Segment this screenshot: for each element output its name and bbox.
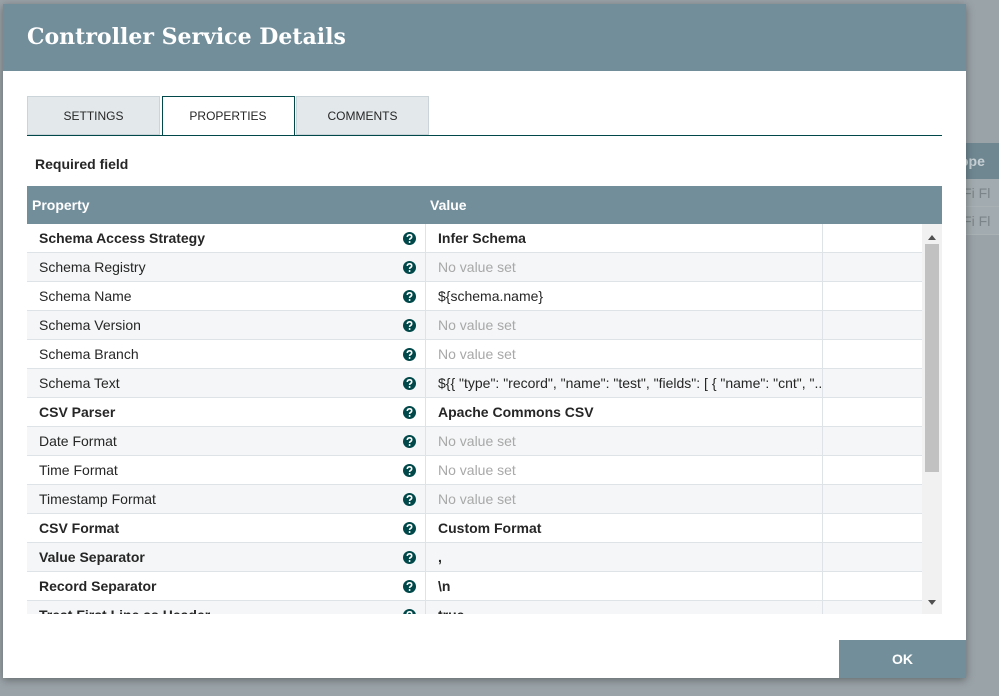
property-value: No value set bbox=[438, 462, 516, 478]
table-row[interactable]: CSV Format Custom Format bbox=[27, 514, 922, 543]
ok-button[interactable]: OK bbox=[839, 640, 966, 678]
divider bbox=[822, 514, 823, 543]
table-row[interactable]: Value Separator, bbox=[27, 543, 922, 572]
property-name: Schema Access Strategy bbox=[39, 230, 206, 246]
tab-underline bbox=[27, 135, 942, 136]
property-value: Custom Format bbox=[438, 520, 542, 536]
help-icon[interactable] bbox=[403, 493, 416, 509]
property-value: ${schema.name} bbox=[438, 288, 544, 304]
divider bbox=[425, 369, 426, 398]
help-icon[interactable] bbox=[403, 290, 416, 306]
property-name: Schema Version bbox=[39, 317, 141, 333]
divider bbox=[425, 282, 426, 311]
divider bbox=[822, 253, 823, 282]
property-value: ${{ "type": "record", "name": "test", "f… bbox=[438, 375, 823, 391]
required-label: Required field bbox=[35, 156, 129, 172]
property-name: Time Format bbox=[39, 462, 118, 478]
help-icon[interactable] bbox=[403, 580, 416, 596]
property-value: No value set bbox=[438, 491, 516, 507]
help-icon[interactable] bbox=[403, 609, 416, 614]
property-name: Schema Registry bbox=[39, 259, 146, 275]
divider bbox=[425, 456, 426, 485]
scroll-thumb[interactable] bbox=[925, 244, 939, 472]
table-row[interactable]: Schema Registry No value set bbox=[27, 253, 922, 282]
divider bbox=[425, 514, 426, 543]
property-name: Value Separator bbox=[39, 549, 145, 565]
property-value: \n bbox=[438, 578, 451, 594]
help-icon[interactable] bbox=[403, 522, 416, 538]
divider bbox=[822, 456, 823, 485]
help-icon[interactable] bbox=[403, 464, 416, 480]
divider bbox=[425, 427, 426, 456]
property-name: Record Separator bbox=[39, 578, 157, 594]
help-icon[interactable] bbox=[403, 319, 416, 335]
divider bbox=[822, 398, 823, 427]
property-value: No value set bbox=[438, 259, 516, 275]
property-name: CSV Format bbox=[39, 520, 120, 536]
property-value: No value set bbox=[438, 433, 516, 449]
divider bbox=[822, 282, 823, 311]
table-body: Schema Access Strategy Infer Schema Schema… bbox=[27, 224, 942, 614]
property-name: CSV Parser bbox=[39, 404, 116, 420]
divider bbox=[822, 224, 823, 253]
property-value: Infer Schema bbox=[438, 230, 526, 246]
table-row[interactable]: CSV Parser Apache Commons CSV bbox=[27, 398, 922, 427]
divider bbox=[425, 340, 426, 369]
table-header: Property Value bbox=[27, 186, 942, 224]
divider bbox=[425, 253, 426, 282]
table-row[interactable]: Timestamp Format No value set bbox=[27, 485, 922, 514]
divider bbox=[822, 311, 823, 340]
divider bbox=[425, 601, 426, 614]
dialog: Controller Service Details SETTINGS PROPE… bbox=[3, 4, 966, 678]
divider bbox=[425, 311, 426, 340]
help-icon[interactable] bbox=[403, 435, 416, 451]
column-header: Property bbox=[32, 197, 90, 213]
table-row[interactable]: Schema Version No value set bbox=[27, 311, 922, 340]
property-value: Apache Commons CSV bbox=[438, 404, 594, 420]
dialog-title: Controller Service Details bbox=[3, 4, 966, 71]
table-row[interactable]: Schema Name ${schema.name} bbox=[27, 282, 922, 311]
property-name: Timestamp Format bbox=[39, 491, 156, 507]
column-header: Value bbox=[430, 197, 467, 213]
divider bbox=[425, 572, 426, 601]
property-name: Treat First Line as Header bbox=[39, 607, 210, 614]
tab[interactable]: PROPERTIES bbox=[161, 96, 295, 136]
divider bbox=[425, 224, 426, 253]
property-value: true bbox=[438, 607, 823, 614]
divider bbox=[822, 485, 823, 514]
divider bbox=[822, 340, 823, 369]
divider bbox=[822, 369, 823, 398]
property-value: , bbox=[438, 549, 442, 565]
table-row[interactable]: Time Format No value set bbox=[27, 456, 922, 485]
tab[interactable]: SETTINGS bbox=[27, 96, 160, 135]
divider bbox=[425, 485, 426, 514]
table-row[interactable]: Schema Text ${{ "type": "record", "name":… bbox=[27, 369, 922, 398]
table-row[interactable]: Schema Branch No value set bbox=[27, 340, 922, 369]
table-row[interactable]: Schema Access Strategy Infer Schema bbox=[27, 224, 922, 253]
property-name: Schema Text bbox=[39, 375, 120, 391]
table-row[interactable]: Date Format No value set bbox=[27, 427, 922, 456]
help-icon[interactable] bbox=[403, 551, 416, 567]
property-value: No value set bbox=[438, 346, 516, 362]
help-icon[interactable] bbox=[403, 232, 416, 248]
tab[interactable]: COMMENTS bbox=[296, 96, 429, 135]
help-icon[interactable] bbox=[403, 348, 416, 364]
divider bbox=[822, 601, 823, 614]
help-icon[interactable] bbox=[403, 261, 416, 277]
help-icon[interactable] bbox=[403, 377, 416, 393]
property-name: Date Format bbox=[39, 433, 117, 449]
table-row[interactable]: Treat First Line as Header true bbox=[27, 601, 922, 614]
divider bbox=[822, 427, 823, 456]
divider bbox=[425, 398, 426, 427]
divider bbox=[822, 572, 823, 601]
divider bbox=[425, 543, 426, 572]
help-icon[interactable] bbox=[403, 406, 416, 422]
table-row[interactable]: Record Separator \n bbox=[27, 572, 922, 601]
divider bbox=[822, 543, 823, 572]
property-name: Schema Branch bbox=[39, 346, 139, 362]
property-name: Schema Name bbox=[39, 288, 132, 304]
property-value: No value set bbox=[438, 317, 516, 333]
